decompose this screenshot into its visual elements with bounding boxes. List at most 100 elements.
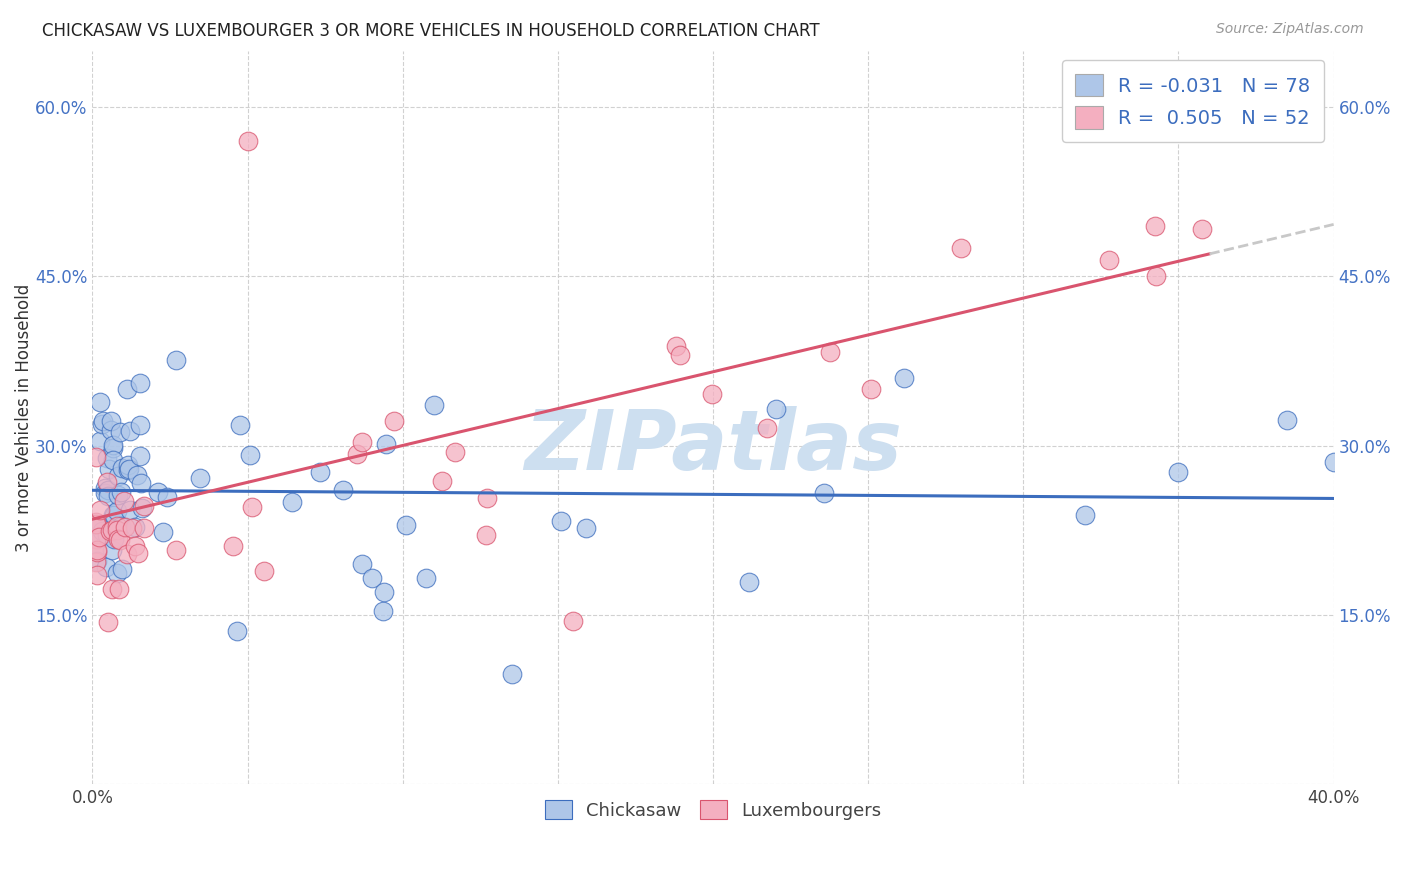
Point [222,539,245,553]
Text: CHICKASAW VS LUXEMBOURGER 3 OR MORE VEHICLES IN HOUSEHOLD CORRELATION CHART: CHICKASAW VS LUXEMBOURGER 3 OR MORE VEHI… [42,22,820,40]
Point [89,434,111,448]
Point [1144,268,1167,283]
Point [131,501,153,516]
Point [350,435,373,450]
Point [86,545,108,559]
Point [89,395,111,409]
Point [103,532,125,546]
Point [350,558,373,572]
Point [129,376,152,391]
Point [114,520,136,534]
Point [103,453,125,467]
Point [346,447,368,461]
Point [550,514,572,528]
Y-axis label: 3 or more Vehicles in Household: 3 or more Vehicles in Household [15,284,32,551]
Point [84,450,107,464]
Point [1144,219,1167,233]
Point [132,499,155,513]
Point [96,527,118,541]
Point [562,614,585,628]
Point [86,533,108,547]
Point [124,539,146,553]
Point [950,241,973,255]
Point [765,401,787,416]
Point [371,604,394,618]
Point [107,468,129,483]
Legend: Chickasaw, Luxembourgers: Chickasaw, Luxembourgers [537,792,889,827]
Point [107,487,129,501]
Point [84,555,107,569]
Point [110,519,132,533]
Point [444,445,467,459]
Text: Source: ZipAtlas.com: Source: ZipAtlas.com [1216,22,1364,37]
Point [118,462,141,476]
Point [165,353,187,368]
Point [226,624,249,639]
Point [112,493,135,508]
Point [239,448,262,462]
Text: ZIPatlas: ZIPatlas [524,407,903,487]
Point [475,491,498,506]
Point [86,568,108,582]
Point [98,524,121,538]
Point [1323,455,1346,469]
Point [91,417,114,432]
Point [1098,252,1121,267]
Point [152,525,174,540]
Point [96,451,118,466]
Point [432,475,454,489]
Point [101,542,124,557]
Point [101,582,124,596]
Point [105,566,128,581]
Point [86,554,108,568]
Point [382,414,405,428]
Point [134,521,156,535]
Point [94,485,117,500]
Point [118,424,141,438]
Point [97,615,120,629]
Point [108,425,131,439]
Point [575,520,598,534]
Point [281,495,304,509]
Point [240,500,263,515]
Point [128,449,150,463]
Point [94,481,117,495]
Point [738,575,761,590]
Point [818,345,841,359]
Point [118,503,141,517]
Point [309,465,332,479]
Point [165,543,187,558]
Point [125,468,148,483]
Point [236,134,259,148]
Point [127,546,149,560]
Point [91,524,114,539]
Point [111,562,134,576]
Point [415,571,437,585]
Point [1074,508,1097,522]
Point [97,489,120,503]
Point [96,559,118,574]
Point [893,371,915,385]
Point [700,386,723,401]
Point [105,523,128,537]
Point [100,424,122,438]
Point [129,476,152,491]
Point [373,585,395,599]
Point [332,483,354,497]
Point [110,484,132,499]
Point [756,421,779,435]
Point [84,516,107,531]
Point [474,528,496,542]
Point [117,458,139,472]
Point [98,462,121,476]
Point [101,508,124,522]
Point [115,547,138,561]
Point [97,483,120,497]
Point [156,490,179,504]
Point [101,442,124,456]
Point [1167,465,1189,479]
Point [84,542,107,557]
Point [117,463,139,477]
Point [84,515,107,529]
Point [101,438,124,452]
